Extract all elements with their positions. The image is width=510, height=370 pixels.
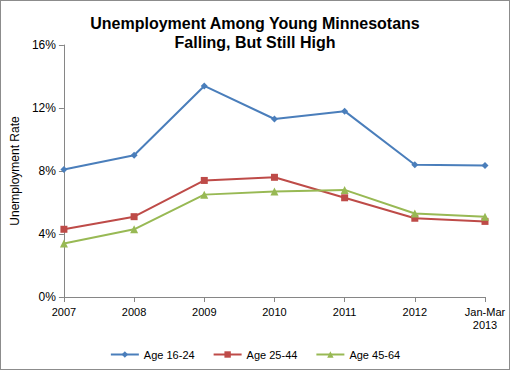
svg-text:16%: 16% bbox=[32, 38, 56, 52]
svg-text:Age 45-64: Age 45-64 bbox=[349, 349, 400, 361]
svg-text:2013: 2013 bbox=[473, 319, 497, 331]
svg-text:Falling, But Still High: Falling, But Still High bbox=[175, 34, 336, 51]
svg-text:2008: 2008 bbox=[122, 306, 146, 318]
svg-text:4%: 4% bbox=[39, 227, 57, 241]
svg-text:Unemployment Among Young Minne: Unemployment Among Young Minnesotans bbox=[90, 15, 420, 32]
svg-text:12%: 12% bbox=[32, 101, 56, 115]
svg-text:Jan-Mar: Jan-Mar bbox=[465, 306, 506, 318]
svg-text:0%: 0% bbox=[39, 290, 57, 304]
svg-text:8%: 8% bbox=[39, 164, 57, 178]
svg-text:2012: 2012 bbox=[403, 306, 427, 318]
svg-text:2009: 2009 bbox=[192, 306, 216, 318]
svg-text:2010: 2010 bbox=[262, 306, 286, 318]
svg-text:Age 25-44: Age 25-44 bbox=[247, 349, 298, 361]
svg-text:2007: 2007 bbox=[52, 306, 76, 318]
svg-text:Age 16-24: Age 16-24 bbox=[144, 349, 195, 361]
svg-text:2011: 2011 bbox=[333, 306, 357, 318]
svg-text:Unemployment Rate: Unemployment Rate bbox=[8, 116, 22, 226]
